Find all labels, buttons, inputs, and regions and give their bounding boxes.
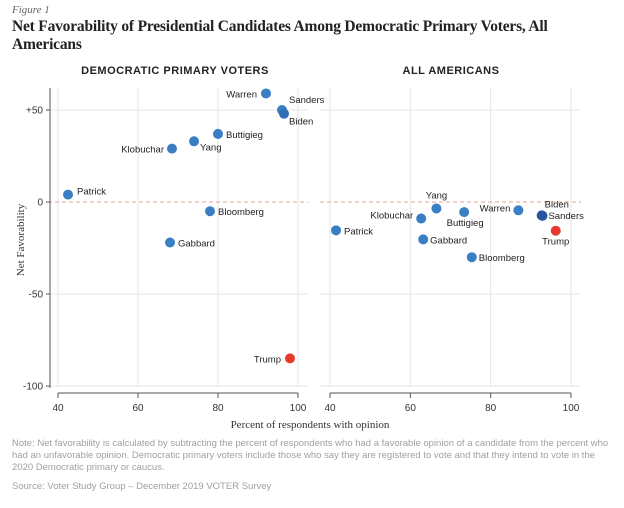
y-tick-label: -100 xyxy=(23,382,43,393)
point-label: Buttigieg xyxy=(447,218,484,229)
point-label: Gabbard xyxy=(430,235,467,246)
point-biden xyxy=(279,108,289,119)
point-label: Bloomberg xyxy=(479,253,525,264)
point-klobuchar xyxy=(416,213,427,224)
point-sanders xyxy=(537,210,548,221)
panel-title: DEMOCRATIC PRIMARY VOTERS xyxy=(81,65,269,77)
x-tick-label: 40 xyxy=(52,403,64,414)
x-tick-label: 100 xyxy=(290,403,307,414)
point-label: Bloomberg xyxy=(218,207,264,218)
point-klobuchar xyxy=(167,143,177,154)
point-label: Yang xyxy=(426,190,447,201)
x-tick-label: 80 xyxy=(485,403,497,414)
point-label: Sanders xyxy=(289,95,325,106)
point-trump xyxy=(550,225,561,236)
y-tick-label: +50 xyxy=(26,106,43,117)
x-tick-label: 60 xyxy=(132,403,144,414)
point-label: Trump xyxy=(254,354,281,365)
point-label: Gabbard xyxy=(178,238,215,249)
x-tick-label: 80 xyxy=(212,403,224,414)
chart-title: Net Favorability of Presidential Candida… xyxy=(12,18,548,53)
point-warren xyxy=(513,205,524,216)
point-patrick xyxy=(63,189,73,200)
point-label: Patrick xyxy=(344,226,373,237)
x-tick-label: 60 xyxy=(405,403,417,414)
point-label: Trump xyxy=(542,237,569,248)
point-label: Warren xyxy=(226,89,257,100)
y-tick-label: 0 xyxy=(37,198,43,209)
panel-title: ALL AMERICANS xyxy=(403,65,500,77)
point-trump xyxy=(285,353,295,364)
point-warren xyxy=(261,88,271,99)
point-gabbard xyxy=(165,237,175,248)
point-bloomberg xyxy=(205,206,215,217)
x-tick-label: 100 xyxy=(563,403,580,414)
x-tick-label: 40 xyxy=(324,403,336,414)
point-label: Warren xyxy=(480,203,511,214)
chart-source: Source: Voter Study Group – December 201… xyxy=(12,481,272,492)
y-axis-label: Net Favorability xyxy=(15,203,27,276)
y-tick-label: -50 xyxy=(29,290,44,301)
point-bloomberg xyxy=(466,252,477,263)
x-axis-label: Percent of respondents with opinion xyxy=(231,419,390,431)
point-buttigieg xyxy=(459,207,470,218)
point-label: Biden xyxy=(545,199,569,210)
chart-note: Note: Net favorability is calculated by … xyxy=(12,438,609,473)
point-label: Biden xyxy=(289,117,313,128)
point-label: Patrick xyxy=(77,187,106,198)
point-label: Klobuchar xyxy=(121,145,164,156)
point-patrick xyxy=(331,225,342,236)
point-gabbard xyxy=(418,234,429,245)
point-label: Buttigieg xyxy=(226,130,263,141)
point-buttigieg xyxy=(213,128,223,139)
point-yang xyxy=(431,203,442,214)
figure-label: Figure 1 xyxy=(12,4,50,16)
point-yang xyxy=(189,136,199,147)
point-label: Sanders xyxy=(548,211,584,222)
point-label: Klobuchar xyxy=(370,211,413,222)
point-label: Yang xyxy=(200,142,221,153)
